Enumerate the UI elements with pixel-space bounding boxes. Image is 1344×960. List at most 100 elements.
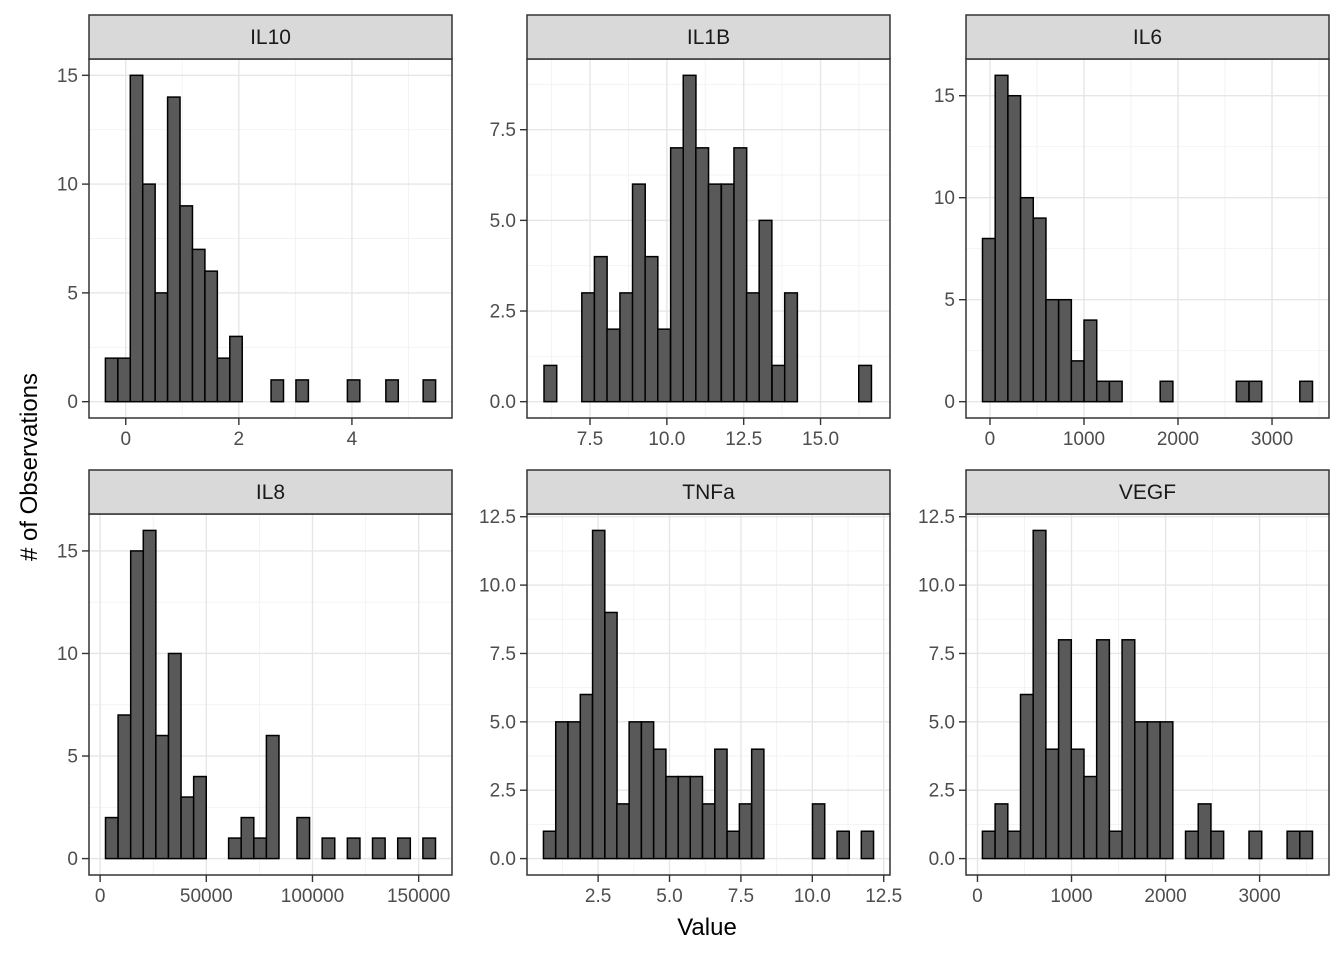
histogram-bar — [665, 775, 679, 860]
facet-strip — [526, 14, 891, 60]
histogram-bar — [1083, 319, 1098, 403]
histogram-bar — [1007, 830, 1022, 860]
histogram-bar — [1248, 830, 1263, 860]
y-tick-label: 2.5 — [929, 781, 955, 802]
y-tick-label: 10 — [57, 644, 78, 665]
histogram-bar — [738, 803, 753, 860]
histogram-bar — [750, 748, 765, 860]
histogram-bar — [579, 693, 594, 860]
facet-strip-title: TNFa — [682, 481, 735, 504]
bars-group — [981, 529, 1314, 860]
histogram-bar — [1057, 639, 1073, 860]
histogram-bar — [656, 328, 672, 403]
histogram-bar — [720, 183, 735, 403]
histogram-bar — [204, 270, 219, 403]
x-tick-label: 3000 — [1238, 886, 1280, 907]
histogram-bar — [117, 714, 132, 860]
histogram-bar — [860, 830, 875, 860]
y-tick-label: 5.0 — [929, 712, 955, 733]
x-axis: 7.5 10.0 12.5 15.0 — [577, 418, 839, 450]
y-tick-label: 0.0 — [929, 849, 955, 870]
y-axis: 0.0 2.5 5.0 7.5 10.0 12.5 — [479, 507, 527, 870]
y-tick-label: 15 — [934, 86, 955, 107]
histogram-bar — [1159, 721, 1174, 860]
y-tick-label: 5 — [944, 290, 955, 311]
histogram-bar — [1045, 298, 1060, 403]
histogram-bar — [758, 219, 773, 403]
x-tick-label: 50000 — [180, 886, 233, 907]
histogram-bar — [167, 652, 182, 860]
histogram-bar — [682, 74, 697, 403]
y-tick-label: 15 — [57, 66, 78, 87]
histogram-bar — [166, 96, 181, 403]
y-tick-label: 5.0 — [490, 712, 516, 733]
panel-IL8: IL8 0 50000 100000 150000 0 5 10 15 — [57, 469, 453, 907]
histogram-bar — [141, 183, 156, 403]
histogram-bar — [593, 255, 608, 403]
histogram-bar — [1019, 693, 1034, 860]
x-axis: 2.5 5.0 7.5 10.0 12.5 — [585, 875, 902, 907]
histogram-bar — [154, 292, 169, 403]
x-tick-label: 10.0 — [794, 886, 831, 907]
histogram-bar — [1045, 748, 1060, 860]
histogram-bar — [858, 364, 873, 403]
y-tick-label: 15 — [57, 541, 78, 562]
x-axis-title: Value — [677, 914, 737, 941]
y-tick-label: 0.0 — [490, 849, 516, 870]
x-tick-label: 1000 — [1063, 429, 1105, 450]
histogram-bar — [296, 816, 311, 860]
histogram-bar — [104, 357, 119, 403]
histogram-bar — [396, 837, 412, 860]
histogram-bar — [652, 748, 667, 860]
y-tick-label: 10 — [934, 188, 955, 209]
histogram-bar — [1108, 380, 1123, 403]
bars-group — [542, 529, 875, 860]
histogram-bar — [229, 335, 243, 403]
y-tick-label: 12.5 — [479, 507, 516, 528]
histogram-bar — [695, 147, 710, 403]
histogram-bar — [733, 147, 748, 403]
y-tick-label: 5.0 — [490, 211, 516, 232]
histogram-bar — [1070, 748, 1085, 860]
histogram-bar — [631, 183, 646, 403]
histogram-bar — [155, 734, 170, 860]
histogram-bar — [701, 803, 716, 860]
facet-strip-title: IL8 — [256, 481, 285, 504]
bars-group — [104, 74, 437, 403]
y-axis: 0.0 2.5 5.0 7.5 10.0 12.5 — [918, 507, 966, 870]
histogram-bar — [227, 837, 242, 860]
panel-IL10: IL10 0 2 4 0 5 10 15 — [57, 14, 453, 450]
histogram-bar — [783, 292, 799, 403]
x-tick-label: 0 — [120, 429, 131, 450]
histogram-bar — [554, 721, 569, 860]
histogram-bar — [1299, 830, 1314, 860]
histogram-bar — [981, 830, 996, 860]
x-tick-label: 4 — [347, 429, 358, 450]
histogram-bar — [1134, 721, 1149, 860]
histogram-bar — [1197, 803, 1212, 860]
histogram-bar — [385, 379, 400, 403]
facet-strip-title: IL10 — [250, 26, 291, 49]
histogram-bar — [1146, 721, 1161, 860]
histogram-bar — [216, 357, 231, 403]
histogram-bar — [346, 837, 361, 860]
y-tick-label: 7.5 — [929, 644, 955, 665]
histogram-bar — [1032, 529, 1047, 860]
x-tick-label: 7.5 — [577, 429, 603, 450]
histogram-bar — [129, 550, 145, 860]
histogram-bar — [677, 775, 692, 860]
x-tick-label: 1000 — [1050, 886, 1092, 907]
facet-strip — [88, 469, 453, 515]
facet-strip — [965, 469, 1330, 515]
x-tick-label: 5.0 — [656, 886, 682, 907]
histogram-bar — [591, 529, 606, 860]
x-tick-label: 10.0 — [648, 429, 685, 450]
histogram-bar — [1159, 380, 1174, 403]
y-tick-label: 10.0 — [918, 576, 955, 597]
x-tick-label: 2.5 — [585, 886, 611, 907]
y-tick-label: 2.5 — [490, 781, 516, 802]
histogram-bar — [1007, 94, 1022, 403]
histogram-bar — [640, 721, 655, 860]
panel-IL6: IL6 0 1000 2000 3000 0 5 10 15 — [934, 14, 1330, 450]
histogram-bar — [240, 816, 255, 860]
